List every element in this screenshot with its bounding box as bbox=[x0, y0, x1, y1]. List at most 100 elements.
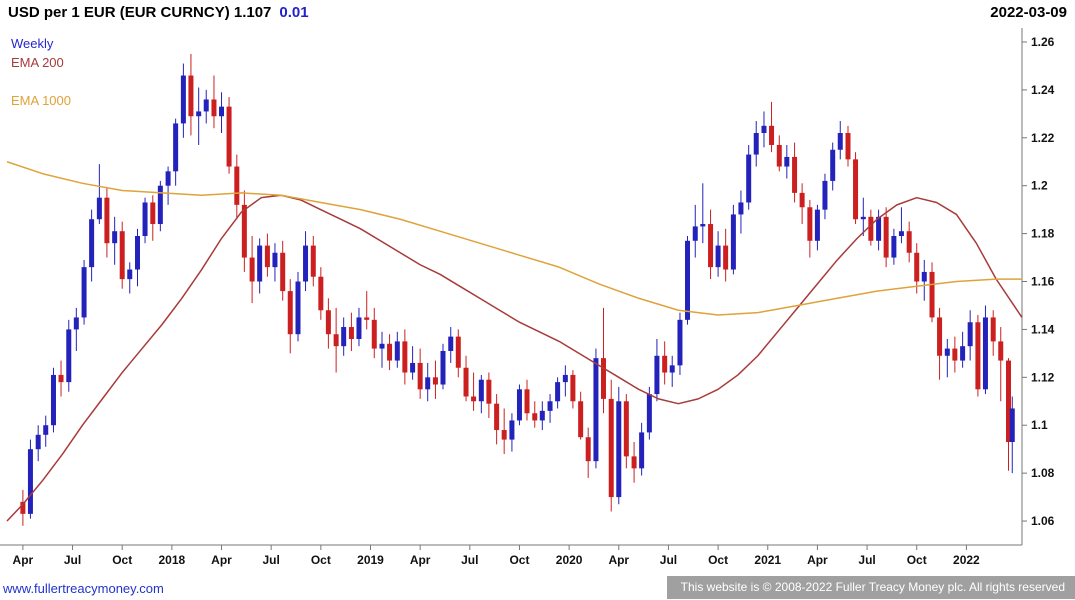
candle-body bbox=[66, 329, 72, 383]
candle-body bbox=[211, 99, 217, 117]
candle-body bbox=[180, 75, 186, 124]
candle bbox=[364, 291, 370, 330]
candle bbox=[532, 401, 538, 428]
candle-body bbox=[914, 252, 920, 282]
candle-body bbox=[585, 437, 591, 462]
candle bbox=[348, 312, 354, 351]
candle-body bbox=[784, 156, 790, 167]
candle-body bbox=[58, 374, 64, 383]
candle-body bbox=[295, 281, 301, 335]
candle bbox=[570, 370, 576, 409]
chart-date: 2022-03-09 bbox=[990, 4, 1067, 21]
candle-body bbox=[982, 317, 988, 390]
candle-body bbox=[188, 75, 194, 117]
candle bbox=[96, 164, 102, 225]
candle bbox=[516, 384, 522, 426]
candle bbox=[608, 379, 614, 512]
candle-body bbox=[593, 358, 599, 462]
x-tick-label: 2019 bbox=[357, 553, 384, 567]
candle-body bbox=[845, 133, 851, 160]
candle bbox=[509, 413, 515, 452]
candle bbox=[692, 204, 698, 258]
candle bbox=[738, 190, 744, 234]
candle-body bbox=[27, 449, 33, 514]
candle bbox=[837, 121, 843, 160]
title-bar: USD per 1 EUR (EUR CURNCY) 1.107 0.01 bbox=[8, 4, 309, 21]
candle bbox=[448, 327, 454, 363]
candle bbox=[417, 348, 423, 399]
candle bbox=[35, 425, 41, 462]
copyright-bar: This website is © 2008-2022 Fuller Treac… bbox=[666, 576, 1075, 599]
candle bbox=[662, 341, 668, 385]
candle-body bbox=[998, 341, 1004, 361]
candle bbox=[982, 305, 988, 395]
candle-body bbox=[814, 209, 820, 241]
candle-body bbox=[631, 456, 637, 469]
candle bbox=[165, 166, 171, 205]
candle-body bbox=[287, 291, 293, 335]
candle bbox=[425, 362, 431, 402]
candle bbox=[287, 279, 293, 354]
candle bbox=[188, 53, 194, 136]
website-link[interactable]: www.fullertreacymoney.com bbox=[3, 581, 164, 596]
candle bbox=[723, 228, 729, 282]
candle-body bbox=[646, 394, 652, 433]
x-tick-label: 2022 bbox=[953, 553, 980, 567]
candle-body bbox=[730, 214, 736, 270]
candle bbox=[807, 200, 813, 258]
candle-body bbox=[135, 236, 140, 270]
candle-body bbox=[769, 125, 775, 145]
candle bbox=[753, 121, 759, 167]
candle bbox=[876, 209, 882, 251]
candle bbox=[654, 339, 660, 402]
candle bbox=[43, 415, 49, 447]
candle bbox=[830, 142, 836, 191]
candle bbox=[746, 144, 752, 210]
candle bbox=[135, 228, 140, 287]
x-tick-label: Apr bbox=[13, 553, 34, 567]
candle-body bbox=[898, 231, 904, 236]
candle bbox=[784, 144, 790, 179]
candle-body bbox=[50, 374, 56, 426]
candle-body bbox=[746, 154, 752, 203]
x-tick-label: Oct bbox=[907, 553, 927, 567]
candles-layer bbox=[20, 53, 1015, 526]
candle-body bbox=[524, 389, 530, 414]
candle-body bbox=[807, 207, 813, 241]
candle-body bbox=[371, 319, 377, 349]
candle bbox=[432, 360, 438, 399]
candle bbox=[929, 262, 935, 323]
candle-body bbox=[241, 204, 247, 258]
x-tick-label: Jul bbox=[858, 553, 875, 567]
candle-body bbox=[478, 379, 484, 402]
candle-body bbox=[715, 245, 721, 268]
candle-body bbox=[937, 317, 943, 356]
candle bbox=[50, 367, 56, 433]
y-tick-label: 1.16 bbox=[1031, 275, 1055, 289]
y-tick-label: 1.18 bbox=[1031, 227, 1055, 241]
candle bbox=[708, 209, 714, 280]
candle bbox=[20, 489, 26, 526]
y-tick-label: 1.24 bbox=[1031, 83, 1055, 97]
candle-body bbox=[952, 348, 958, 361]
candle bbox=[990, 310, 996, 356]
candle-body bbox=[356, 317, 362, 339]
candle bbox=[593, 348, 599, 469]
candle-body bbox=[929, 271, 935, 318]
candle bbox=[234, 154, 240, 220]
candle-body bbox=[272, 252, 278, 268]
candle bbox=[150, 195, 156, 241]
candle bbox=[257, 238, 263, 294]
candle-body bbox=[112, 231, 118, 244]
candle bbox=[631, 442, 637, 483]
candle bbox=[967, 310, 973, 361]
candle bbox=[898, 207, 904, 244]
candle-body bbox=[394, 341, 400, 361]
candle-body bbox=[860, 216, 866, 220]
candle bbox=[325, 298, 331, 349]
candle bbox=[623, 394, 629, 469]
candle bbox=[463, 355, 469, 402]
candle bbox=[89, 209, 95, 282]
candle bbox=[196, 87, 202, 145]
candle bbox=[822, 173, 828, 220]
